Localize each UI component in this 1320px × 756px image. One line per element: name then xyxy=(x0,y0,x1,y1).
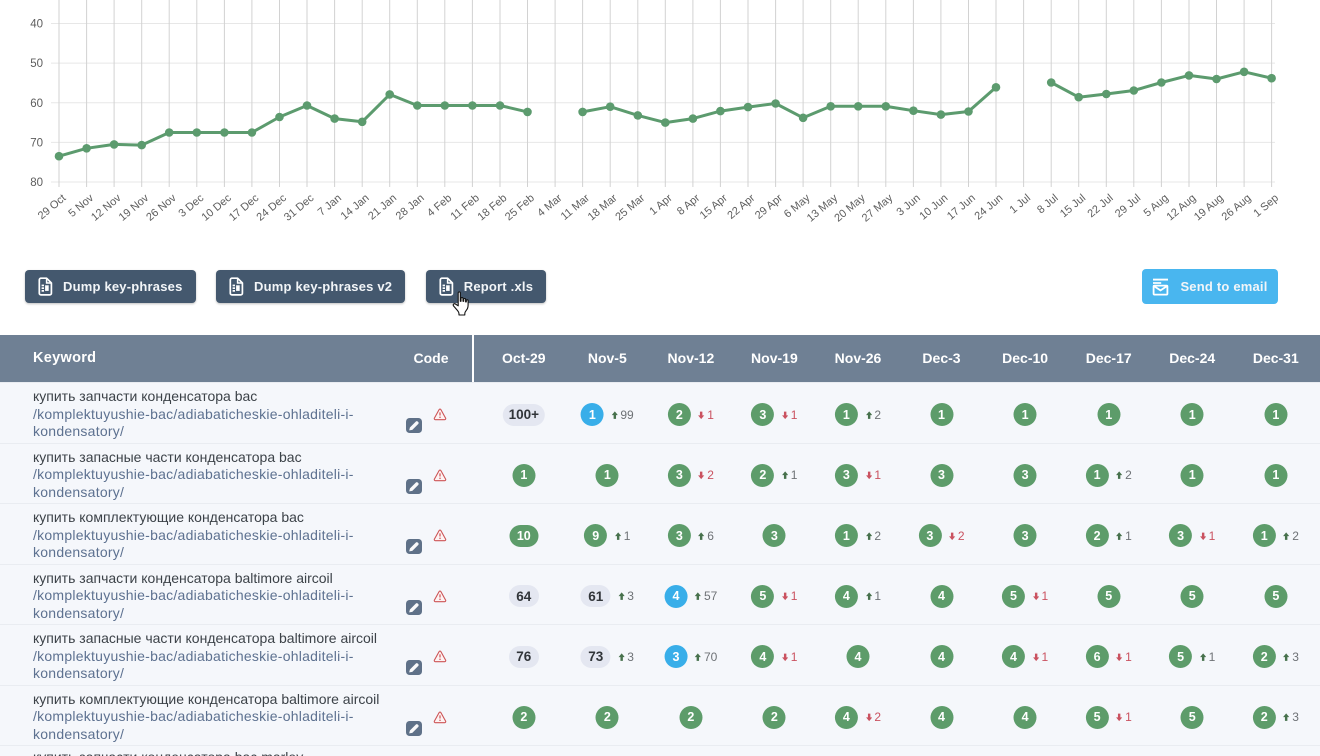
svg-text:10 Jun: 10 Jun xyxy=(917,192,950,222)
svg-text:18 Mar: 18 Mar xyxy=(586,192,620,223)
svg-text:29 Jul: 29 Jul xyxy=(1113,192,1143,220)
svg-text:12 Aug: 12 Aug xyxy=(1164,192,1198,223)
svg-text:70: 70 xyxy=(30,137,43,149)
svg-text:27 May: 27 May xyxy=(860,192,896,225)
svg-text:19 Aug: 19 Aug xyxy=(1192,192,1226,223)
svg-text:14 Jan: 14 Jan xyxy=(339,192,372,222)
svg-text:50: 50 xyxy=(30,58,43,70)
svg-text:40: 40 xyxy=(30,19,43,31)
svg-text:22 Jul: 22 Jul xyxy=(1086,192,1116,220)
svg-text:19 Nov: 19 Nov xyxy=(117,192,152,224)
svg-text:8 Jul: 8 Jul xyxy=(1035,192,1061,216)
svg-text:29 Apr: 29 Apr xyxy=(753,192,785,222)
svg-text:21 Jan: 21 Jan xyxy=(366,192,399,222)
svg-text:26 Nov: 26 Nov xyxy=(144,192,179,224)
svg-text:10 Dec: 10 Dec xyxy=(199,192,234,224)
svg-text:1 Apr: 1 Apr xyxy=(647,192,675,218)
svg-text:11 Mar: 11 Mar xyxy=(559,192,593,223)
svg-text:17 Dec: 17 Dec xyxy=(227,192,262,224)
svg-text:24 Dec: 24 Dec xyxy=(255,192,290,224)
svg-text:26 Aug: 26 Aug xyxy=(1220,192,1254,223)
svg-text:25 Mar: 25 Mar xyxy=(613,192,647,223)
svg-text:25 Feb: 25 Feb xyxy=(503,192,537,223)
svg-text:31 Dec: 31 Dec xyxy=(282,192,317,224)
svg-text:15 Jul: 15 Jul xyxy=(1058,192,1088,220)
svg-text:12 Nov: 12 Nov xyxy=(89,192,124,224)
svg-text:11 Feb: 11 Feb xyxy=(449,192,482,223)
svg-text:28 Jan: 28 Jan xyxy=(394,192,427,222)
svg-text:1 Sep: 1 Sep xyxy=(1251,192,1281,220)
svg-text:17 Jun: 17 Jun xyxy=(945,192,978,222)
svg-text:1 Jul: 1 Jul xyxy=(1008,192,1034,216)
svg-text:60: 60 xyxy=(30,98,43,110)
svg-text:15 Apr: 15 Apr xyxy=(698,192,730,222)
svg-text:24 Jun: 24 Jun xyxy=(972,192,1005,222)
svg-text:18 Feb: 18 Feb xyxy=(475,192,509,223)
svg-text:80: 80 xyxy=(30,177,43,189)
svg-text:22 Apr: 22 Apr xyxy=(725,192,757,222)
svg-text:29 Oct: 29 Oct xyxy=(36,192,69,222)
